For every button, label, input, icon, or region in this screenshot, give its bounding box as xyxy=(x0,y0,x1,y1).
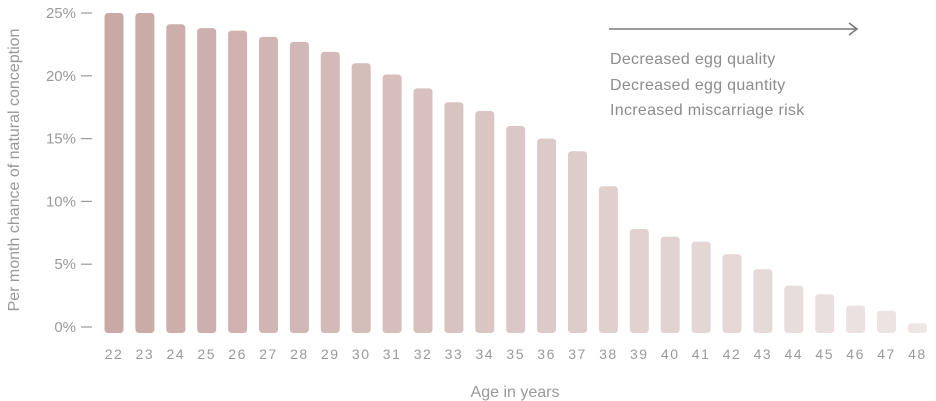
bar-age-43 xyxy=(753,269,773,333)
bar-age-34 xyxy=(475,111,495,333)
bar-age-41 xyxy=(691,241,711,333)
bar-age-46 xyxy=(846,305,866,333)
x-tick-label-22: 22 xyxy=(105,346,124,362)
bar-age-31 xyxy=(382,74,402,333)
bars-group xyxy=(104,13,927,334)
y-tick-label: 5% xyxy=(54,256,76,273)
annotation-miscarriage-risk: Increased miscarriage risk xyxy=(610,102,805,119)
y-tick-label: 15% xyxy=(46,131,76,148)
bar-age-39 xyxy=(629,229,649,333)
y-axis-title: Per month chance of natural conception xyxy=(6,29,23,312)
x-tick-label-26: 26 xyxy=(228,346,247,362)
x-tick-label-39: 39 xyxy=(630,346,649,362)
x-tick-label-45: 45 xyxy=(815,346,834,362)
bar-age-27 xyxy=(259,36,278,334)
bar-age-38 xyxy=(598,186,618,333)
y-tick-label: 25% xyxy=(46,5,76,22)
x-tick-label-37: 37 xyxy=(568,346,587,362)
x-tick-label-29: 29 xyxy=(321,346,340,362)
x-tick-label-23: 23 xyxy=(136,346,155,362)
bar-age-23 xyxy=(135,13,155,333)
bar-age-29 xyxy=(320,51,340,334)
bar-age-45 xyxy=(815,294,835,333)
bar-age-28 xyxy=(289,41,309,334)
bar-age-44 xyxy=(784,285,804,333)
bar-age-48 xyxy=(907,323,927,333)
bar-age-24 xyxy=(166,24,186,334)
y-axis: 0% 5% 10% 15% 20% 25% xyxy=(46,5,92,336)
y-tick-label: 20% xyxy=(46,68,76,85)
x-tick-label-43: 43 xyxy=(754,346,773,362)
x-tick-label-34: 34 xyxy=(476,346,495,362)
x-tick-label-41: 41 xyxy=(692,346,711,362)
bar-age-25 xyxy=(197,28,217,333)
x-tick-label-47: 47 xyxy=(877,346,896,362)
x-axis-title: Age in years xyxy=(471,384,560,401)
x-axis: 22 23 24 25 26 27 28 29 30 31 32 33 34 35 36 37 38 39 40 41… xyxy=(105,346,927,362)
bar-age-40 xyxy=(660,236,680,333)
bar-age-36 xyxy=(537,138,557,333)
x-tick-label-48: 48 xyxy=(908,346,927,362)
y-tick-label: 0% xyxy=(54,319,76,336)
bar-age-35 xyxy=(506,126,526,333)
x-tick-label-31: 31 xyxy=(383,346,402,362)
x-tick-label-30: 30 xyxy=(352,346,371,362)
annotation-arrow xyxy=(609,22,859,36)
bar-age-26 xyxy=(228,30,248,333)
x-tick-label-24: 24 xyxy=(167,346,186,362)
bar-age-32 xyxy=(413,88,433,334)
bar-age-37 xyxy=(568,151,587,333)
bar-age-22 xyxy=(104,13,124,333)
x-tick-label-38: 38 xyxy=(599,346,618,362)
x-tick-label-32: 32 xyxy=(414,346,433,362)
x-tick-label-42: 42 xyxy=(723,346,742,362)
x-tick-label-46: 46 xyxy=(846,346,865,362)
bar-age-42 xyxy=(722,254,742,333)
bar-age-47 xyxy=(877,310,896,333)
x-tick-label-33: 33 xyxy=(445,346,464,362)
x-tick-label-35: 35 xyxy=(506,346,525,362)
x-tick-label-36: 36 xyxy=(537,346,556,362)
annotation-egg-quality: Decreased egg quality xyxy=(610,51,776,68)
annotation-egg-quantity: Decreased egg quantity xyxy=(610,77,786,94)
x-tick-label-27: 27 xyxy=(259,346,278,362)
bar-age-30 xyxy=(351,63,371,333)
x-tick-label-25: 25 xyxy=(197,346,216,362)
x-tick-label-40: 40 xyxy=(661,346,680,362)
bar-age-33 xyxy=(444,102,464,333)
x-tick-label-28: 28 xyxy=(290,346,309,362)
x-tick-label-44: 44 xyxy=(785,346,804,362)
y-tick-label: 10% xyxy=(46,193,76,210)
